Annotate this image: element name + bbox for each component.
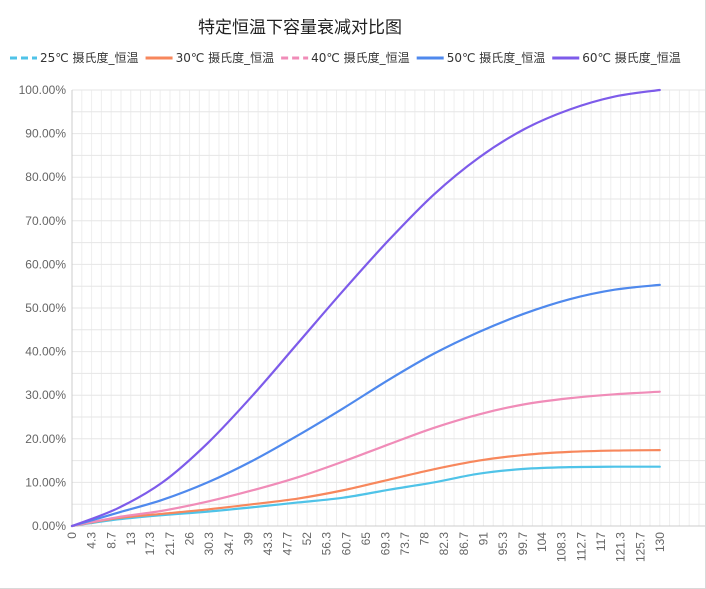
x-axis: 0 4.3 8.7 13 17.3 21.7 26 30.3 34.7 39 43.3 47.7 52 5… xyxy=(65,525,705,562)
x-tick-label: 4.3 xyxy=(84,532,98,549)
x-tick-label: 65 xyxy=(359,532,373,546)
x-tick-label: 95.3 xyxy=(496,532,510,556)
x-tick-label: 117 xyxy=(594,532,608,551)
legend-label: 30℃ 摄氏度_恒温 xyxy=(176,50,275,65)
y-tick-label: 40.00% xyxy=(25,345,66,359)
y-tick-label: 10.00% xyxy=(25,475,66,489)
legend-item-4[interactable]: 50℃ 摄氏度_恒温 xyxy=(416,50,546,65)
x-tick-label: 130 xyxy=(653,532,667,552)
legend-item-1[interactable]: 25℃ 摄氏度_恒温 xyxy=(10,50,139,65)
x-tick-label: 13 xyxy=(124,532,138,546)
y-tick-label: 70.00% xyxy=(25,214,66,228)
y-tick-label: 90.00% xyxy=(25,127,66,141)
x-tick-label: 52 xyxy=(300,532,314,546)
x-tick-label: 91 xyxy=(476,532,490,546)
x-tick-label: 99.7 xyxy=(516,532,530,556)
x-tick-label: 39 xyxy=(241,532,255,546)
x-tick-label: 8.7 xyxy=(104,532,118,549)
legend-item-3[interactable]: 40℃ 摄氏度_恒温 xyxy=(281,50,410,65)
x-tick-label: 73.7 xyxy=(398,532,412,556)
x-tick-label: 56.3 xyxy=(320,532,334,556)
y-tick-label: 60.00% xyxy=(25,257,66,271)
y-tick-label: 30.00% xyxy=(25,388,66,402)
y-tick-label: 0.00% xyxy=(32,519,66,533)
legend-label: 40℃ 摄氏度_恒温 xyxy=(311,50,410,65)
x-tick-label: 43.3 xyxy=(261,532,275,556)
x-tick-label: 17.3 xyxy=(143,532,157,556)
y-tick-label: 80.00% xyxy=(25,170,66,184)
legend-item-2[interactable]: 30℃ 摄氏度_恒温 xyxy=(145,50,275,65)
legend-label: 50℃ 摄氏度_恒温 xyxy=(447,50,546,65)
chart-title: 特定恒温下容量衰减对比图 xyxy=(198,18,402,38)
x-tick-label: 112.7 xyxy=(575,532,589,561)
x-tick-label: 21.7 xyxy=(163,532,177,556)
y-axis: 0.00% 10.00% 20.00% 30.00% 40.00% 50.00% 60.00… xyxy=(19,83,73,533)
y-tick-label: 20.00% xyxy=(25,432,66,446)
x-tick-label: 82.3 xyxy=(437,532,451,556)
x-tick-label: 30.3 xyxy=(202,532,216,556)
x-tick-label: 34.7 xyxy=(222,532,236,556)
legend-label: 25℃ 摄氏度_恒温 xyxy=(40,50,139,65)
series-line-5[interactable] xyxy=(70,88,661,528)
series-line-1[interactable] xyxy=(70,465,661,528)
x-tick-label: 26 xyxy=(183,532,197,546)
series-group xyxy=(70,88,661,528)
x-tick-label: 125.7 xyxy=(633,532,647,562)
x-tick-label: 78 xyxy=(418,532,432,546)
y-tick-label: 50.00% xyxy=(25,301,66,315)
grid-lines xyxy=(71,89,705,527)
y-tick-label: 100.00% xyxy=(19,83,67,97)
x-tick-label: 47.7 xyxy=(281,532,295,556)
x-tick-label: 60.7 xyxy=(339,532,353,556)
series-line-4[interactable] xyxy=(70,283,661,528)
series-line-3[interactable] xyxy=(70,390,661,528)
x-tick-label: 86.7 xyxy=(457,532,471,556)
legend-label: 60℃ 摄氏度_恒温 xyxy=(582,50,681,65)
x-tick-label: 104 xyxy=(535,532,549,552)
x-tick-label: 0 xyxy=(65,532,79,539)
legend-item-5[interactable]: 60℃ 摄氏度_恒温 xyxy=(552,50,681,65)
x-tick-label: 108.3 xyxy=(555,532,569,562)
x-tick-label: 121.3 xyxy=(613,532,627,562)
series-line-2[interactable] xyxy=(70,449,661,528)
x-tick-label: 69.3 xyxy=(378,532,392,556)
legend: 25℃ 摄氏度_恒温 30℃ 摄氏度_恒温 40℃ 摄氏度_恒温 50℃ 摄氏度_恒温… xyxy=(10,50,681,65)
